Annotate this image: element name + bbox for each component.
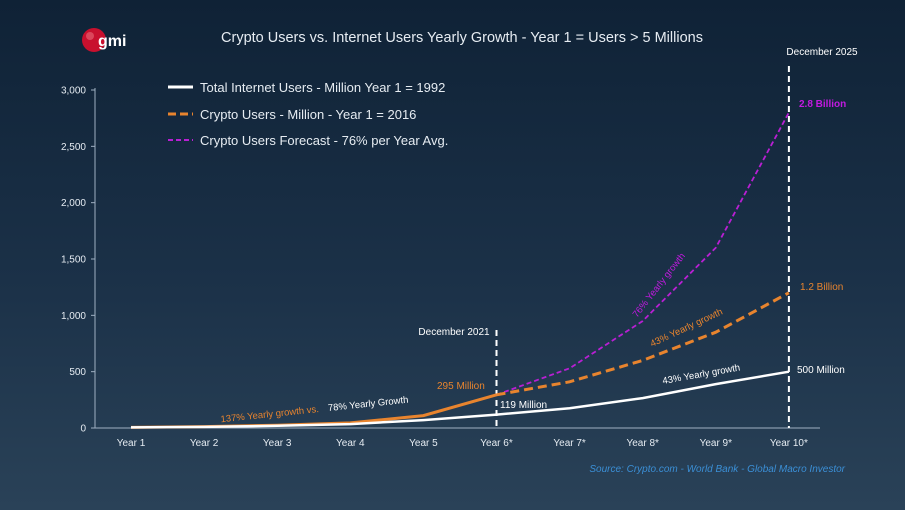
annotation-forecast-growth: 76% Yearly growth: [631, 251, 688, 320]
x-axis-ticks: Year 1 Year 2 Year 3 Year 4 Year 5 Year 6* Yea…: [117, 438, 808, 449]
x-tick-label: Year 9*: [700, 438, 733, 449]
legend-internet-label: Total Internet Users - Million Year 1 = …: [200, 80, 445, 95]
y-tick-label: 1,500: [61, 255, 86, 266]
y-tick-label: 3,000: [61, 86, 86, 97]
annotation-internet-projected-growth: 43% Yearly growth: [662, 362, 741, 386]
x-tick-label: Year 6*: [480, 438, 513, 449]
y-axis-ticks: 0 500 1,000 1,500 2,000 2,500 3,000: [61, 86, 95, 435]
x-tick-label: Year 1: [117, 438, 146, 449]
gmi-logo-highlight: [86, 32, 94, 40]
y-tick-label: 2,000: [61, 198, 86, 209]
y-tick-label: 2,500: [61, 142, 86, 153]
y-tick-label: 0: [80, 424, 86, 435]
chart-title: Crypto Users vs. Internet Users Yearly G…: [221, 30, 703, 46]
x-tick-label: Year 2: [190, 438, 219, 449]
annotation-1-2-billion: 1.2 Billion: [800, 282, 843, 293]
annotation-december-2025: December 2025: [786, 47, 858, 58]
legend-forecast-label: Crypto Users Forecast - 76% per Year Avg…: [200, 133, 448, 148]
x-tick-label: Year 8*: [626, 438, 659, 449]
legend: Total Internet Users - Million Year 1 = …: [168, 80, 448, 148]
annotation-500-million: 500 Million: [797, 365, 845, 376]
y-tick-label: 500: [69, 367, 86, 378]
x-tick-label: Year 4: [336, 438, 365, 449]
legend-crypto-label: Crypto Users - Million - Year 1 = 2016: [200, 107, 416, 122]
annotation-2-8-billion: 2.8 Billion: [799, 99, 846, 110]
annotation-119-million: 119 Million: [500, 400, 547, 411]
x-tick-label: Year 7*: [553, 438, 586, 449]
series-crypto-forecast-line: [496, 112, 790, 396]
annotation-295-million: 295 Million: [437, 381, 485, 392]
annotation-crypto-growth-rate: 137% Yearly growth vs.: [220, 404, 319, 425]
series-internet-users-line: [130, 370, 790, 429]
source-note: Source: Crypto.com - World Bank - Global…: [589, 464, 845, 475]
x-tick-label: Year 5: [409, 438, 438, 449]
x-tick-label: Year 3: [263, 438, 292, 449]
gmi-logo-text: gmi: [98, 33, 126, 50]
annotation-internet-growth-rate: 78% Yearly Growth: [327, 395, 409, 414]
annotation-december-2021: December 2021: [418, 327, 490, 338]
y-tick-label: 1,000: [61, 311, 86, 322]
gmi-logo: gmi: [82, 28, 126, 52]
series-crypto-users-projected-line: [496, 291, 790, 397]
x-tick-label: Year 10*: [770, 438, 808, 449]
